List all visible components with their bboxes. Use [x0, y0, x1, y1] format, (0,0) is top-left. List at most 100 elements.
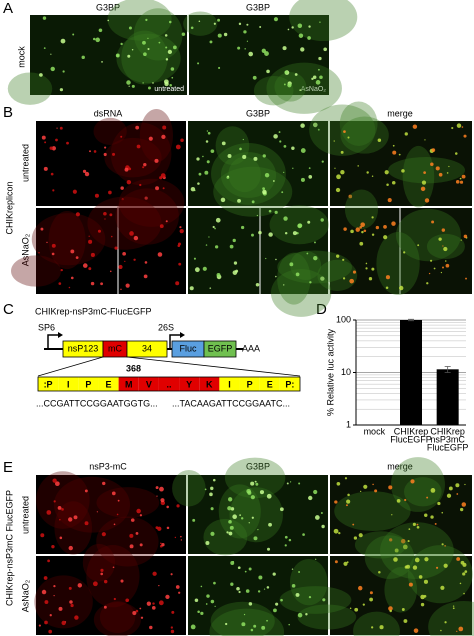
granule — [383, 225, 387, 229]
granule — [321, 160, 324, 163]
granule — [51, 243, 56, 248]
granule — [273, 608, 277, 613]
granule — [288, 623, 290, 626]
granule — [84, 521, 89, 526]
granule — [61, 507, 64, 511]
granule — [131, 49, 134, 51]
granule — [70, 603, 74, 608]
granule — [113, 523, 116, 526]
granule — [147, 37, 149, 40]
granule — [459, 507, 464, 512]
granule — [233, 261, 238, 265]
cell — [277, 250, 353, 284]
granule — [394, 548, 399, 553]
residue-box — [38, 377, 59, 391]
granule — [165, 58, 169, 61]
granule — [128, 26, 132, 30]
granule — [139, 543, 143, 547]
granule — [253, 536, 258, 541]
granule — [118, 264, 123, 270]
granule — [210, 599, 215, 604]
cell — [139, 109, 174, 163]
granule — [298, 571, 301, 573]
granule — [459, 180, 464, 184]
granule — [431, 220, 435, 224]
promoter-arrow — [58, 332, 63, 338]
granule — [237, 46, 241, 50]
granule — [84, 171, 90, 177]
granule — [309, 281, 312, 284]
granule — [124, 260, 126, 263]
granule — [250, 628, 254, 632]
residue: P — [85, 379, 91, 389]
granule — [148, 86, 151, 90]
error-bar — [408, 318, 414, 322]
granule — [250, 481, 255, 486]
granule — [47, 559, 50, 563]
granule — [140, 616, 144, 619]
granule — [426, 282, 429, 285]
granule — [50, 53, 52, 55]
granule — [90, 252, 95, 258]
granule — [297, 612, 303, 618]
granule — [72, 33, 75, 36]
granule — [259, 490, 265, 495]
granule — [243, 613, 246, 616]
granule — [442, 245, 444, 247]
granule — [206, 160, 210, 164]
granule — [320, 218, 324, 222]
granule — [159, 486, 164, 492]
granule — [142, 166, 145, 169]
granule — [365, 262, 368, 265]
granule — [48, 629, 53, 634]
granule — [297, 23, 303, 28]
granule — [66, 141, 69, 145]
micrograph — [188, 556, 328, 635]
granule — [462, 572, 466, 576]
granule — [178, 591, 181, 594]
cell — [309, 104, 376, 156]
granule — [50, 172, 54, 176]
granule — [424, 513, 428, 517]
granule — [265, 257, 267, 260]
granule — [452, 605, 455, 607]
granule — [206, 594, 210, 598]
granule — [289, 262, 294, 267]
granule — [377, 138, 382, 143]
granule — [197, 182, 200, 185]
cell — [334, 491, 411, 531]
residue: .. — [166, 379, 171, 389]
construct-title: CHIKrep-nsP3mC-FlucEGFP — [35, 306, 152, 316]
granule — [273, 134, 278, 139]
granule — [441, 543, 444, 546]
y-tick-label: 10 — [341, 367, 351, 377]
granule — [55, 138, 58, 142]
granule — [197, 62, 200, 65]
granule — [266, 493, 272, 499]
micrograph — [189, 15, 329, 95]
granule — [180, 539, 183, 541]
granule — [210, 507, 214, 511]
granule — [248, 602, 253, 606]
gene-label: nsP123 — [68, 343, 99, 353]
granule — [357, 165, 359, 167]
granule — [459, 177, 462, 180]
granule — [287, 28, 290, 31]
granule — [70, 249, 75, 254]
granule — [165, 46, 168, 49]
granule — [460, 239, 462, 241]
cell — [116, 33, 181, 84]
granule — [209, 40, 213, 44]
granule — [192, 518, 196, 522]
micrograph — [330, 556, 472, 635]
granule — [430, 162, 434, 166]
granule — [247, 490, 252, 495]
granule — [59, 519, 61, 521]
granule — [407, 540, 410, 543]
granule — [146, 601, 152, 606]
granule — [43, 576, 48, 580]
granule — [180, 138, 184, 142]
x-tick-label: FlucEGFP — [390, 434, 432, 444]
column-header: G3BP — [246, 2, 270, 12]
cell — [53, 476, 131, 533]
